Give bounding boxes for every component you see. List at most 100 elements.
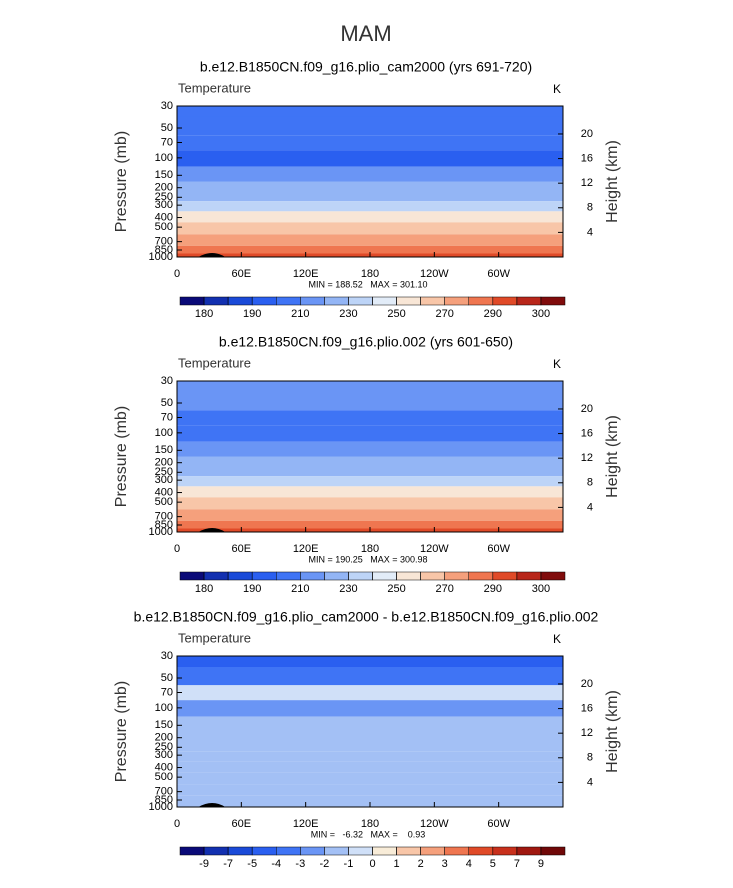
colorbar-box [444, 846, 469, 856]
contour-band [177, 731, 563, 743]
contour-band [177, 381, 563, 392]
y-tick-label: 100 [155, 702, 173, 714]
colorbar-label: -9 [199, 858, 209, 870]
units: K [553, 632, 561, 646]
colorbar-box [227, 571, 253, 581]
y2-axis-label: Height (km) [604, 140, 621, 223]
contour-band [177, 150, 563, 167]
y-tick-label: 300 [155, 474, 173, 486]
y-tick-label: 400 [155, 211, 173, 223]
x-tick-label: 120E [293, 268, 319, 280]
contour-band [177, 509, 563, 521]
colorbar-label: 300 [532, 583, 550, 595]
y2-tick-label: 16 [581, 427, 593, 439]
y-axis-label: Pressure (mb) [113, 406, 130, 507]
colorbar-box [540, 296, 566, 306]
colorbar-label: -1 [344, 858, 354, 870]
contour-band [177, 192, 563, 202]
contour-band [177, 685, 563, 701]
colorbar-label: 300 [532, 308, 550, 320]
contour-band [177, 772, 563, 785]
x-tick-label: 120W [420, 543, 449, 555]
contour-band [177, 441, 563, 457]
colorbar-box [179, 571, 205, 581]
panel-title: b.e12.B1850CN.f09_g16.plio_cam2000 (yrs … [200, 59, 532, 75]
x-tick-label: 60W [487, 543, 510, 555]
contour-band [177, 742, 563, 752]
colorbar-box [300, 846, 325, 856]
colorbar-label: 180 [195, 308, 213, 320]
colorbar-box [300, 571, 325, 581]
x-tick-label: 120E [293, 543, 319, 555]
min-max: MIN = 190.25 MAX = 300.98 [308, 554, 427, 564]
contour-band [177, 106, 563, 117]
colorbar-label: 250 [387, 583, 405, 595]
figure-title: MAM [340, 21, 391, 46]
y-tick-label: 400 [155, 486, 173, 498]
colorbar-label: 210 [291, 308, 309, 320]
y2-tick-label: 12 [581, 177, 593, 189]
y-tick-label: 1000 [149, 251, 173, 263]
contour-band [177, 784, 563, 796]
y-tick-label: 500 [155, 771, 173, 783]
colorbar-box [276, 846, 301, 856]
contour-band [177, 410, 563, 426]
x-tick-label: 0 [174, 543, 180, 555]
x-tick-label: 60E [232, 543, 252, 555]
colorbar-box [324, 571, 349, 581]
colorbar-box [444, 571, 469, 581]
panel-title: b.e12.B1850CN.f09_g16.plio.002 (yrs 601-… [219, 334, 513, 350]
colorbar-box [324, 296, 349, 306]
colorbar-label: -3 [295, 858, 305, 870]
contour-band [177, 201, 563, 212]
contour-band [177, 116, 563, 136]
y-tick-label: 70 [161, 411, 173, 423]
y-tick-label: 150 [155, 719, 173, 731]
contour-band [177, 245, 563, 254]
y-tick-label: 50 [161, 672, 173, 684]
y-tick-label: 1000 [149, 801, 173, 813]
x-tick-label: 60E [232, 268, 252, 280]
y-tick-label: 150 [155, 169, 173, 181]
x-tick-label: 120W [420, 818, 449, 830]
colorbar-box [348, 571, 373, 581]
colorbar-box [227, 846, 253, 856]
y-tick-label: 300 [155, 749, 173, 761]
contour-band [177, 520, 563, 529]
colorbar-label: 290 [484, 583, 502, 595]
colorbar-label: -2 [319, 858, 329, 870]
field-name: Temperature [178, 630, 251, 645]
colorbar-box [468, 846, 494, 856]
y-axis-label: Pressure (mb) [113, 131, 130, 232]
y2-axis-label: Height (km) [604, 415, 621, 498]
x-tick-label: 60W [487, 818, 510, 830]
colorbar-label: 190 [243, 308, 261, 320]
panel-title: b.e12.B1850CN.f09_g16.plio_cam2000 - b.e… [134, 609, 599, 625]
x-tick-label: 0 [174, 268, 180, 280]
y-tick-label: 850 [155, 794, 173, 806]
colorbar-box [372, 296, 397, 306]
y-tick-label: 250 [155, 466, 173, 478]
topography [198, 528, 226, 532]
y2-tick-label: 4 [587, 776, 593, 788]
colorbar-label: 270 [436, 308, 454, 320]
colorbar-box [396, 571, 421, 581]
y-tick-label: 850 [155, 519, 173, 531]
colorbar-box [179, 846, 205, 856]
colorbar-box [444, 296, 469, 306]
y2-tick-label: 8 [587, 752, 593, 764]
colorbar-label: 290 [484, 308, 502, 320]
field-name: Temperature [178, 355, 251, 370]
y2-tick-label: 4 [587, 501, 593, 513]
colorbar-box [516, 571, 542, 581]
y-tick-label: 850 [155, 244, 173, 256]
colorbar-box [203, 846, 229, 856]
y2-axis-label: Height (km) [604, 690, 621, 773]
y-tick-label: 30 [161, 100, 173, 112]
contour-band [177, 456, 563, 468]
y-tick-label: 200 [155, 457, 173, 469]
colorbar-label: 230 [339, 308, 357, 320]
x-tick-label: 60E [232, 818, 252, 830]
y-tick-label: 50 [161, 397, 173, 409]
